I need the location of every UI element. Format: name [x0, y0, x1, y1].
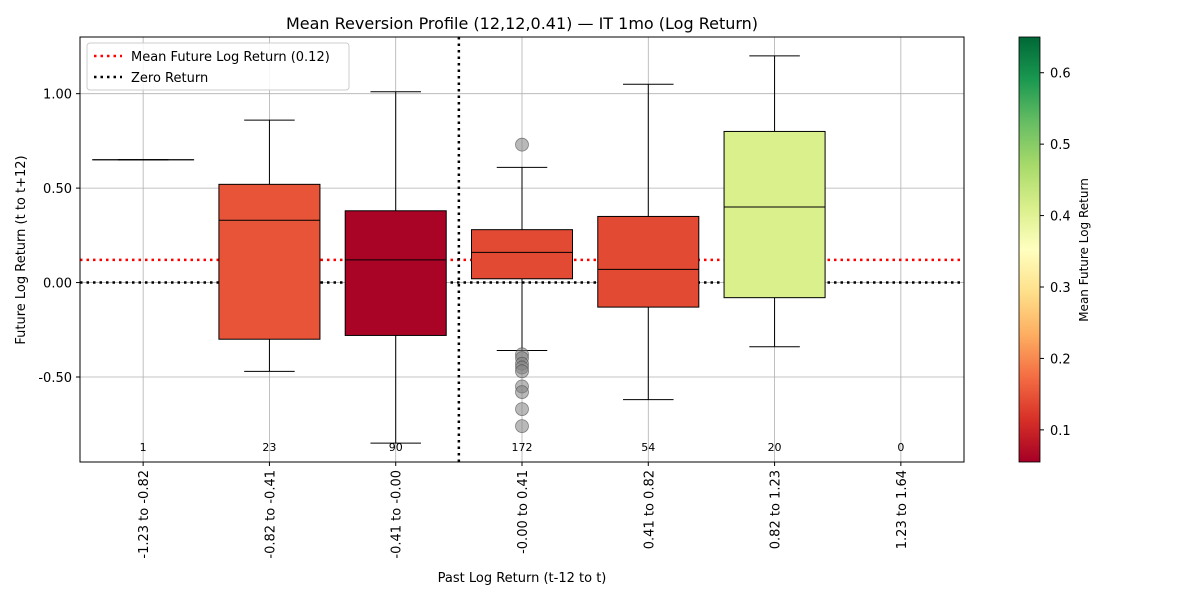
y-tick-label: -0.50 [38, 371, 72, 386]
iqr-box [723, 130, 826, 299]
count-label: 20 [768, 441, 782, 454]
x-tick-label: -1.23 to -0.82 [137, 470, 152, 559]
count-label: 0 [897, 441, 904, 454]
count-label: 172 [512, 441, 533, 454]
y-axis-label: Future Log Return (t to t+12) [14, 155, 29, 344]
iqr-box [470, 229, 574, 280]
x-axis-ticks: -1.23 to -0.82 -0.82 to -0.41 -0.41 to -0.… [137, 462, 910, 559]
x-tick-label: -0.41 to -0.00 [390, 470, 405, 559]
colorbar-label: Mean Future Log Return [1077, 178, 1091, 322]
outlier-point [515, 137, 529, 152]
outlier-point [515, 385, 529, 400]
x-axis-label: Past Log Return (t-12 to t) [438, 571, 607, 586]
iqr-box [218, 183, 321, 340]
x-tick-label: 1.23 to 1.64 [895, 470, 910, 549]
count-labels: 1 23 90 172 54 20 0 [140, 441, 905, 454]
y-tick-label: 1.00 [43, 88, 72, 103]
iqr-box [597, 215, 700, 308]
iqr-box [344, 210, 447, 336]
colorbar-gradient [1018, 36, 1041, 463]
chart-title: Mean Reversion Profile (12,12,0.41) — IT… [286, 14, 758, 33]
colorbar-tick-label: 0.6 [1050, 67, 1071, 82]
colorbar: 0.1 0.2 0.3 0.4 0.5 0.6 Mean Future Log Retur… [1018, 36, 1091, 463]
box-4 [597, 83, 700, 401]
count-label: 23 [262, 441, 276, 454]
boxes [92, 55, 826, 444]
colorbar-tick-label: 0.3 [1050, 281, 1071, 296]
legend-frame [86, 42, 350, 91]
colorbar-ticks: 0.1 0.2 0.3 0.4 0.5 0.6 [1040, 67, 1071, 439]
legend: Mean Future Log Return (0.12) Zero Retur… [86, 42, 350, 91]
colorbar-tick-label: 0.4 [1050, 210, 1071, 225]
x-tick-label: -0.82 to -0.41 [263, 470, 278, 559]
legend-entry-mean: Mean Future Log Return (0.12) [131, 50, 330, 65]
outlier-point [515, 364, 529, 379]
colorbar-tick-label: 0.5 [1050, 138, 1071, 153]
y-tick-label: 0.50 [43, 182, 72, 197]
x-tick-label: -0.00 to 0.41 [516, 470, 531, 554]
box-1 [218, 119, 321, 372]
box-3 [470, 137, 574, 434]
box-5 [723, 55, 826, 348]
legend-entry-zero: Zero Return [131, 71, 208, 86]
colorbar-tick-label: 0.2 [1050, 352, 1071, 367]
y-axis-ticks: -0.50 0.00 0.50 1.00 [38, 88, 80, 386]
x-tick-label: 0.41 to 0.82 [642, 470, 657, 549]
count-label: 1 [140, 441, 147, 454]
x-tick-label: 0.82 to 1.23 [769, 470, 784, 549]
box-2 [344, 91, 447, 444]
outlier-point [515, 402, 529, 417]
count-label: 90 [389, 441, 403, 454]
outlier-point [515, 419, 529, 434]
y-tick-label: 0.00 [43, 277, 72, 292]
colorbar-tick-label: 0.1 [1050, 424, 1071, 439]
count-label: 54 [641, 441, 655, 454]
